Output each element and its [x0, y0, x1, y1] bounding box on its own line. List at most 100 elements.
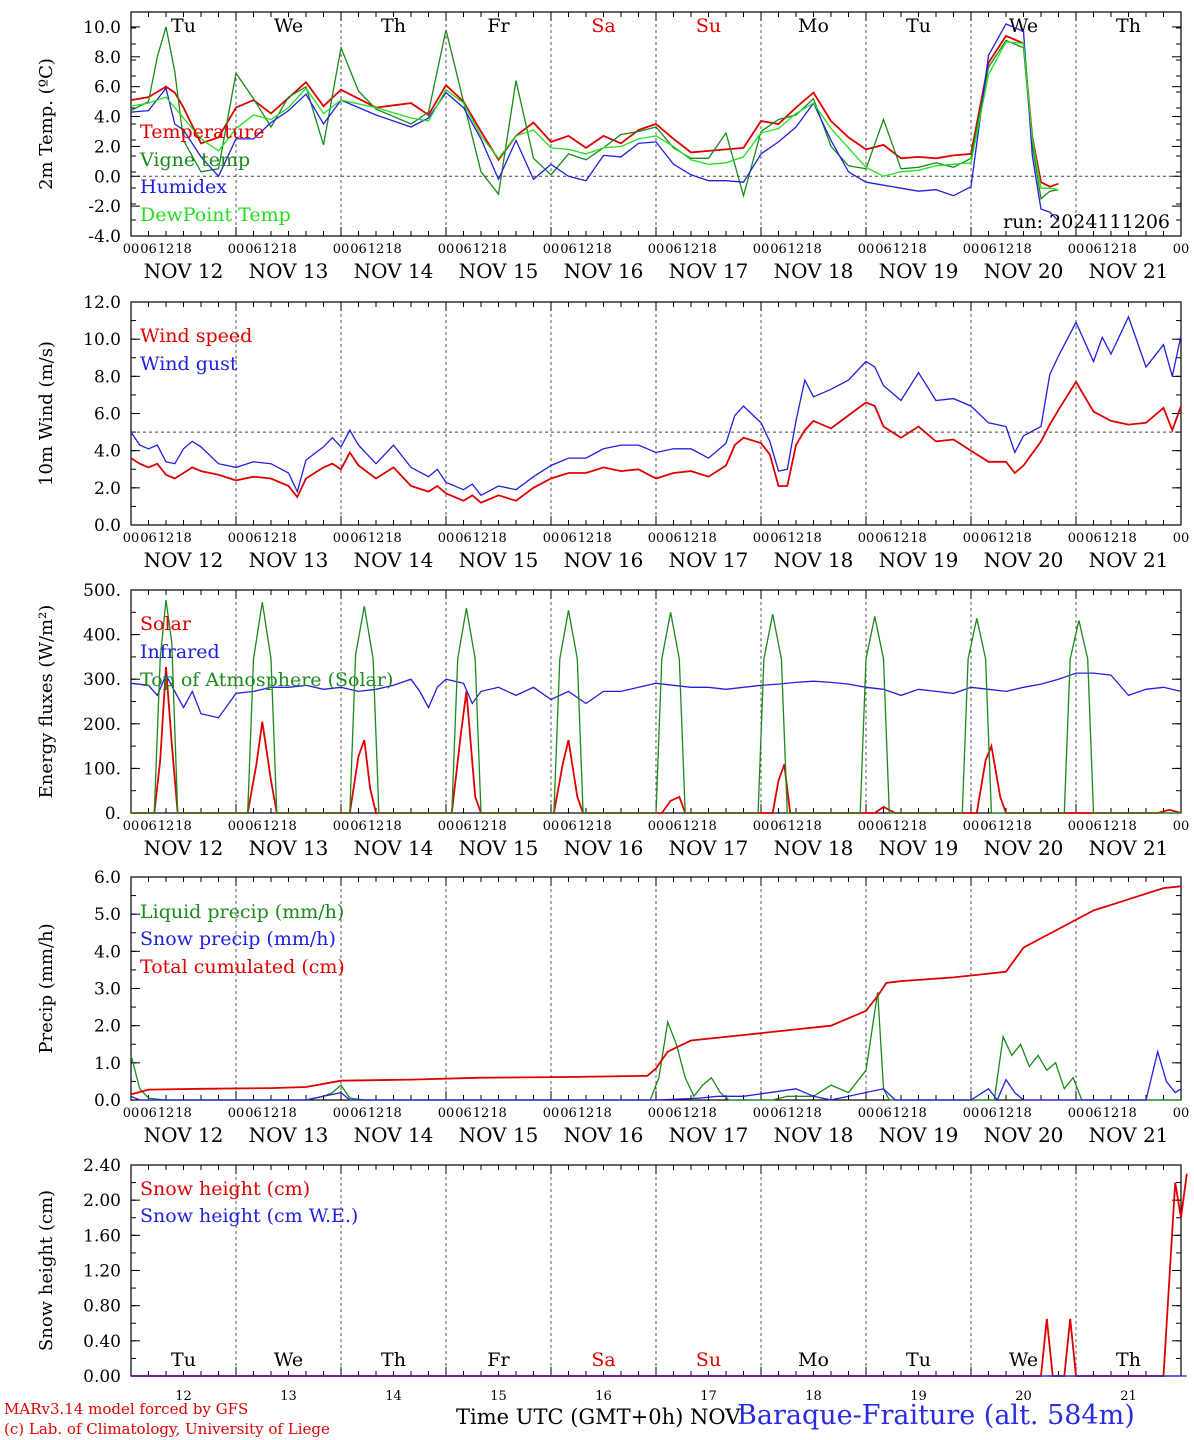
y-tick-label: 2.00 — [83, 1191, 121, 1211]
y-tick-label: 0.0 — [94, 1091, 121, 1111]
hour-tick-label: 06 — [980, 819, 997, 834]
day-number-label: 19 — [910, 1389, 927, 1404]
hour-tick-label: 12 — [368, 1106, 385, 1121]
run-label: run: 2024111206 — [1003, 211, 1170, 233]
date-label: NOV 13 — [249, 1123, 329, 1147]
weekday-label: We — [274, 1349, 303, 1371]
panel-5: 12 13 14 15 16 17 18 19 20 21 Tu We Th Fr Sa Su Mo Tu We Th… — [36, 1156, 1188, 1404]
y-tick-label: 8.0 — [94, 367, 121, 387]
hour-tick-label: 18 — [1120, 1106, 1137, 1121]
y-axis-label: Precip (mm/h) — [36, 923, 57, 1053]
series-line — [131, 600, 1181, 814]
date-label: NOV 12 — [144, 548, 224, 572]
legend-entry: Solar — [140, 613, 192, 635]
hour-tick-label: 00 — [228, 531, 245, 546]
y-tick-label: 1.0 — [94, 1054, 121, 1074]
weekday-label: Tu — [171, 1349, 196, 1371]
date-label: NOV 17 — [669, 836, 749, 860]
hour-tick-label: 00 — [753, 819, 770, 834]
station-name: Baraque-Fraiture (alt. 584m) — [737, 1400, 1135, 1431]
day-number-label: 18 — [805, 1389, 822, 1404]
hour-tick-label: 00 — [543, 531, 560, 546]
hour-tick-label: 18 — [175, 242, 192, 257]
hour-tick-label: 00 — [963, 819, 980, 834]
hour-tick-label: 06 — [875, 819, 892, 834]
y-tick-label: 200. — [83, 715, 121, 735]
weekday-label: Su — [696, 15, 721, 37]
date-label: NOV 14 — [354, 836, 434, 860]
hour-tick-label: 18 — [805, 242, 822, 257]
date-label: NOV 13 — [249, 259, 329, 283]
y-tick-label: 0.0 — [94, 167, 121, 187]
y-tick-label: 4.0 — [94, 108, 121, 128]
hour-tick-label: 12 — [893, 819, 910, 834]
y-tick-label: 0.40 — [83, 1332, 121, 1352]
hour-tick-label: 12 — [263, 819, 280, 834]
legend-entry: Wind gust — [140, 353, 238, 375]
weekday-label: Su — [696, 1349, 721, 1371]
hour-tick-label: 12 — [788, 242, 805, 257]
date-label: NOV 20 — [984, 1123, 1064, 1147]
hour-tick-label: 00 — [753, 531, 770, 546]
day-number-label: 12 — [175, 1389, 192, 1404]
hour-tick-label: 12 — [158, 819, 175, 834]
series-line — [130, 672, 1182, 719]
legend-entry: Total cumulated (cm) — [140, 956, 345, 978]
hour-tick-label: 06 — [980, 531, 997, 546]
hour-tick-label: 12 — [1103, 242, 1120, 257]
y-tick-label: 10.0 — [83, 18, 121, 38]
series-line — [130, 41, 1059, 191]
time-axis-unit: NOV — [690, 1405, 741, 1429]
legend-entry: Wind speed — [140, 325, 252, 347]
hour-tick-label: 06 — [245, 819, 262, 834]
hour-tick-label: 06 — [140, 242, 157, 257]
hour-tick-label: 00 — [543, 1106, 560, 1121]
y-tick-label: 300. — [83, 670, 121, 690]
hour-tick-label: 06 — [665, 1106, 682, 1121]
date-label: NOV 16 — [564, 836, 644, 860]
hour-tick-label: 18 — [490, 819, 507, 834]
date-label: NOV 20 — [984, 259, 1064, 283]
hour-tick-label: 06 — [455, 1106, 472, 1121]
weekday-label: Mo — [798, 1349, 829, 1371]
y-tick-label: 0.0 — [94, 516, 121, 536]
hour-tick-label: 18 — [700, 242, 717, 257]
hour-tick-label: 00 — [753, 242, 770, 257]
hour-tick-label: 12 — [578, 531, 595, 546]
hour-tick-label: 06 — [140, 819, 157, 834]
y-tick-label: 0.80 — [83, 1297, 121, 1317]
weekday-label: Tu — [171, 15, 196, 37]
hour-tick-label: 18 — [595, 531, 612, 546]
hour-tick-label: 00 — [123, 531, 140, 546]
hour-tick-label: 12 — [683, 819, 700, 834]
date-label: NOV 20 — [984, 548, 1064, 572]
weekday-label: Tu — [906, 15, 931, 37]
date-label: NOV 19 — [879, 1123, 959, 1147]
hour-tick-label: 18 — [490, 531, 507, 546]
y-tick-label: 2.0 — [94, 137, 121, 157]
hour-tick-label: 00 — [333, 819, 350, 834]
hour-tick-label: 00 — [1068, 1106, 1085, 1121]
hour-tick-label: 00 — [228, 819, 245, 834]
y-tick-label: 0.00 — [83, 1367, 121, 1387]
hour-tick-label: 18 — [1015, 242, 1032, 257]
y-tick-label: -2.0 — [88, 197, 121, 217]
hour-tick-label: 00 — [1173, 531, 1190, 546]
hour-tick-label: 00 — [228, 242, 245, 257]
hour-tick-label: 18 — [385, 242, 402, 257]
hour-tick-label: 18 — [175, 1106, 192, 1121]
y-tick-label: 1.20 — [83, 1262, 121, 1282]
weekday-label: Fr — [487, 15, 510, 37]
date-label: NOV 17 — [669, 548, 749, 572]
y-axis-label: Energy fluxes (W/m²) — [36, 605, 57, 799]
y-tick-label: 6.0 — [94, 405, 121, 425]
hour-tick-label: 00 — [963, 1106, 980, 1121]
hour-tick-label: 18 — [490, 1106, 507, 1121]
hour-tick-label: 00 — [858, 531, 875, 546]
weekday-label: Fr — [487, 1349, 510, 1371]
hour-tick-label: 18 — [910, 819, 927, 834]
hour-tick-label: 00 — [1173, 819, 1190, 834]
